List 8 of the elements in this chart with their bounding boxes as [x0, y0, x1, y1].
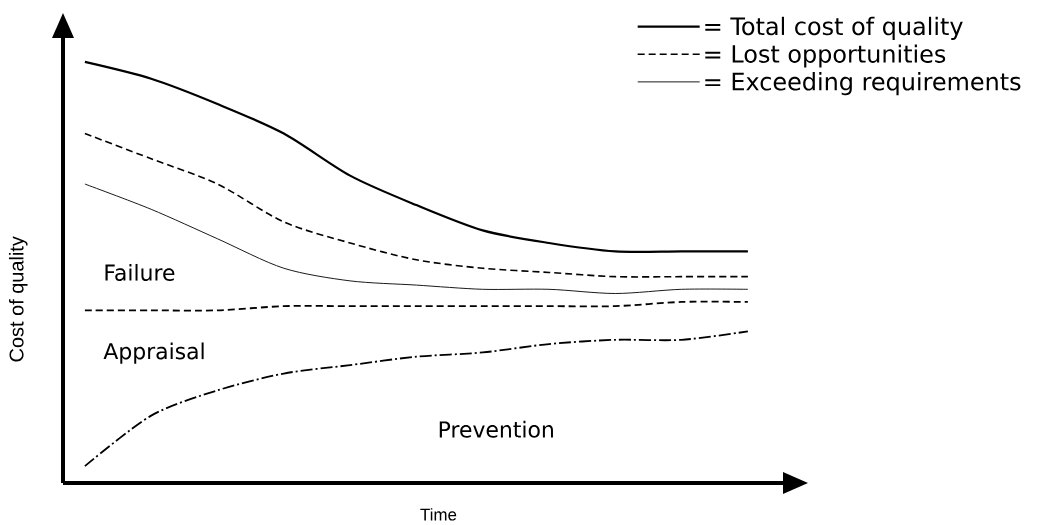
annotation: Appraisal: [103, 342, 204, 364]
y-axis-title: Cost of quality: [8, 236, 28, 362]
annotation: Prevention: [439, 420, 553, 438]
legend-label: = Lost opportunities: [705, 44, 946, 68]
x-axis-title: Time: [420, 508, 457, 521]
legend-label: = Exceeding requirements: [705, 72, 1021, 96]
legend-label: = Total cost of quality: [705, 16, 963, 40]
annotation: Failure: [105, 263, 175, 281]
